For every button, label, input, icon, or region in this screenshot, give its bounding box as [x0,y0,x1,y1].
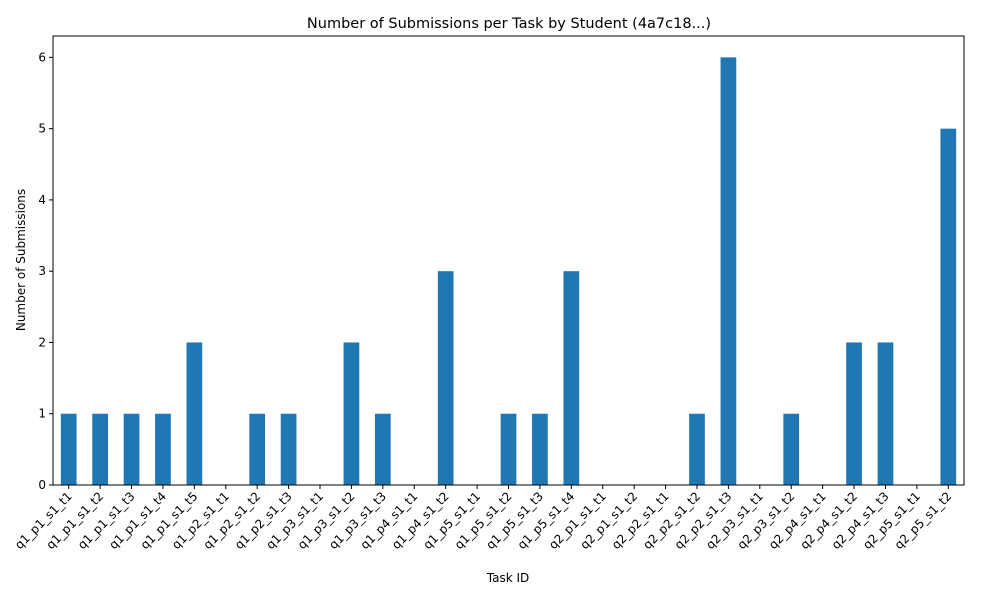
bar-q2_p3_s1_t2 [783,413,800,485]
y-tick-label: 3 [38,264,46,278]
bar-q2_p2_s1_t3 [720,57,737,485]
y-tick-label: 0 [38,478,46,492]
bar-q1_p1_s1_t3 [123,413,140,485]
bar-q1_p5_s1_t3 [532,413,548,485]
bar-q1_p4_s1_t2 [437,271,454,485]
bar-q1_p3_s1_t3 [374,413,391,485]
y-tick-label: 5 [38,122,46,136]
bar-q2_p2_s1_t2 [689,413,705,485]
bar-q1_p1_s1_t2 [92,413,108,485]
bar-q1_p3_s1_t2 [343,342,360,485]
bar-q1_p1_s1_t5 [186,342,203,485]
bar-q1_p1_s1_t4 [155,413,171,485]
bar-q2_p4_s1_t2 [846,342,862,485]
bar-q1_p2_s1_t3 [280,413,297,485]
y-tick-label: 4 [38,193,46,207]
chart-title: Number of Submissions per Task by Studen… [307,16,711,32]
bar-q2_p5_s1_t2 [940,128,957,485]
y-tick-label: 2 [38,335,46,349]
bar-q1_p2_s1_t2 [249,413,266,485]
y-tick-label: 1 [38,407,46,421]
y-axis-label: Number of Submissions [14,189,28,331]
x-axis-label: Task ID [486,571,530,585]
bar-q1_p5_s1_t2 [500,413,517,485]
y-axis: 0 1 2 3 4 5 6 [38,50,53,492]
bar-q1_p1_s1_t1 [60,413,77,485]
y-tick-label: 6 [38,50,46,64]
x-axis: q1_p1_s1_t1q1_p1_s1_t2q1_p1_s1_t3q1_p1_s… [12,485,954,552]
bars-group [60,57,957,485]
bar-q2_p4_s1_t3 [877,342,894,485]
bar-q1_p5_s1_t4 [563,271,580,485]
